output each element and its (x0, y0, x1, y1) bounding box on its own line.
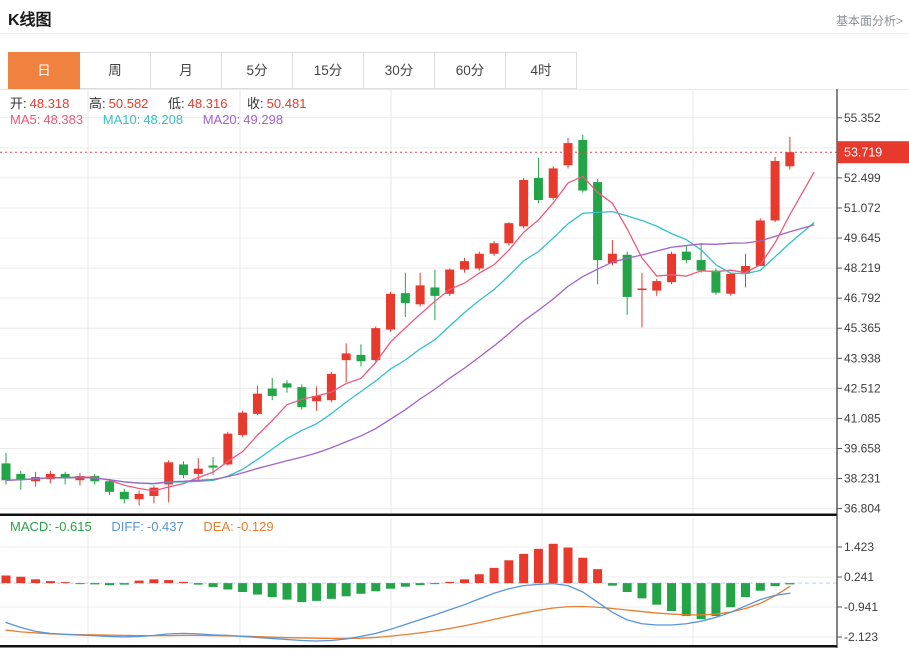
tab-4hour[interactable]: 4时 (505, 52, 577, 89)
close-value: 50.481 (266, 96, 307, 111)
low-value: 48.316 (187, 96, 228, 111)
high-label: 高: (89, 96, 106, 111)
dea-label: DEA: (203, 519, 234, 534)
period-tabbar: 日 周 月 5分 15分 30分 60分 4时 (8, 52, 577, 89)
svg-text:-2.123: -2.123 (844, 630, 878, 644)
tab-5min[interactable]: 5分 (221, 52, 293, 89)
macd-label: MACD: (10, 519, 52, 534)
svg-text:52.499: 52.499 (844, 171, 881, 185)
header-divider (0, 33, 909, 34)
tab-60min[interactable]: 60分 (434, 52, 506, 89)
svg-text:1.423: 1.423 (844, 540, 874, 554)
svg-text:-0.941: -0.941 (844, 600, 878, 614)
svg-text:55.352: 55.352 (844, 111, 881, 125)
page-title: K线图 (8, 12, 52, 29)
dea-value: -0.129 (236, 519, 274, 534)
tab-day[interactable]: 日 (8, 52, 80, 89)
fundamental-analysis-link[interactable]: 基本面分析> (835, 14, 903, 28)
ma5-label: MA5: (10, 112, 41, 127)
svg-text:41.085: 41.085 (844, 411, 881, 425)
low-label: 低: (168, 96, 185, 111)
ma20-value: 49.298 (243, 112, 284, 127)
tab-30min[interactable]: 30分 (363, 52, 435, 89)
current-price-tag: 53.719 (844, 146, 882, 160)
macd-readout: MACD: -0.615 DIFF: -0.437 DEA: -0.129 (10, 519, 290, 534)
close-label: 收: (247, 96, 264, 111)
ohlc-readout: 开: 48.318 高: 50.582 低: 48.316 收: 50.481 (10, 93, 322, 112)
diff-label: DIFF: (111, 519, 144, 534)
svg-text:49.645: 49.645 (844, 231, 881, 245)
svg-text:45.365: 45.365 (844, 321, 881, 335)
ma10-value: 48.208 (143, 112, 184, 127)
svg-text:48.219: 48.219 (844, 261, 881, 275)
svg-text:38.231: 38.231 (844, 472, 881, 486)
ma-readout: MA5: 48.383 MA10: 48.208 MA20: 49.298 (10, 112, 299, 127)
diff-value: -0.437 (146, 519, 184, 534)
open-value: 48.318 (29, 96, 70, 111)
tabbar-divider (0, 89, 909, 90)
high-value: 50.582 (108, 96, 149, 111)
svg-text:36.804: 36.804 (844, 502, 881, 516)
tab-month[interactable]: 月 (150, 52, 222, 89)
ma20-label: MA20: (202, 112, 241, 127)
ma10-label: MA10: (102, 112, 141, 127)
svg-text:51.072: 51.072 (844, 201, 881, 215)
svg-text:46.792: 46.792 (844, 291, 881, 305)
ma5-value: 48.383 (43, 112, 84, 127)
svg-text:39.658: 39.658 (844, 441, 881, 455)
svg-text:43.938: 43.938 (844, 351, 881, 365)
open-label: 开: (10, 96, 27, 111)
macd-value: -0.615 (54, 519, 92, 534)
svg-text:0.241: 0.241 (844, 570, 874, 584)
svg-text:42.512: 42.512 (844, 381, 881, 395)
tab-15min[interactable]: 15分 (292, 52, 364, 89)
